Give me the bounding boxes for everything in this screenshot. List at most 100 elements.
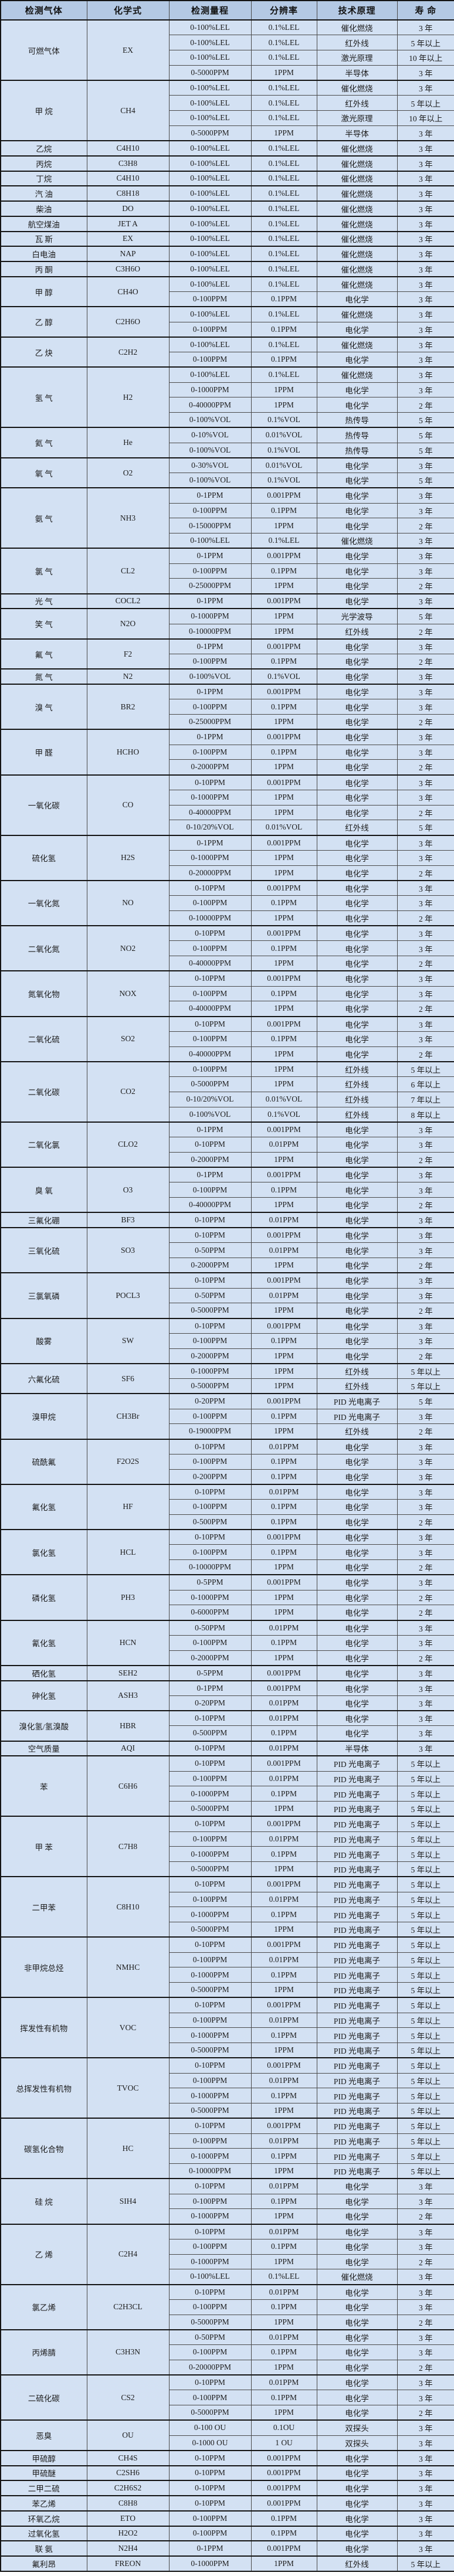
range-cell: 0-40000PPM	[168, 1001, 252, 1017]
range-cell: 0-1000PPM	[168, 1786, 252, 1802]
resolution-cell: 0.1%LEL	[250, 35, 317, 50]
range-cell: 0-5000PPM	[168, 2043, 252, 2058]
principle-cell: PID 光电离子	[316, 1876, 398, 1892]
formula-cell: HBR	[86, 1710, 170, 1741]
formula-cell: NMHC	[86, 1936, 170, 1998]
resolution-cell: 1PPM	[250, 804, 317, 821]
lifespan-cell: 3 年	[397, 593, 454, 609]
resolution-cell: 1PPM	[250, 2208, 317, 2224]
gas-name-cell: 氦 气	[0, 427, 87, 458]
lifespan-cell: 2 年	[397, 1650, 454, 1666]
range-cell: 0-5000PPM	[168, 1982, 252, 1998]
principle-cell: 红外线	[316, 1106, 398, 1123]
range-cell: 0-5000PPM	[168, 1861, 252, 1877]
table-row: 0-5000PPM 1PPM 电化学 2 年	[1, 2314, 454, 2330]
principle-cell: 双探头	[316, 2419, 398, 2436]
principle-cell: 电化学	[316, 2390, 398, 2405]
lifespan-cell: 3 年	[397, 1529, 454, 1545]
range-cell: 0-100PPM	[168, 1408, 252, 1425]
table-row: 0-40000PPM 1PPM 电化学 2 年	[1, 1001, 454, 1017]
gas-name-cell: 可燃气体	[0, 19, 87, 81]
table-row: 0-20000PPM 1PPM 电化学 2 年	[1, 865, 454, 881]
resolution-cell: 0.1PPM	[250, 563, 317, 579]
range-cell: 0-1000PPM	[168, 849, 252, 866]
range-cell: 0-100PPM	[168, 985, 252, 1002]
table-row: 0-100%LEL 0.1%LEL 红外线 5 年以上	[1, 35, 454, 50]
principle-cell: 电化学	[316, 321, 398, 338]
table-row: 甲硫醚 C2SH6 0-10PPM 0.001PPM 电化学 3 年	[0, 2465, 454, 2481]
range-cell: 0-1000PPM	[168, 2555, 252, 2572]
resolution-cell: 0.1PPM	[250, 2299, 317, 2315]
formula-cell: CO	[86, 774, 170, 835]
principle-cell: 电化学	[316, 1137, 398, 1153]
range-cell: 0-1000PPM	[168, 789, 252, 806]
principle-cell: 激光原理	[316, 110, 398, 126]
resolution-cell: 0.1PPM	[250, 291, 317, 307]
range-cell: 0-5000PPM	[168, 1378, 252, 1394]
range-cell: 0-50PPM	[168, 1287, 252, 1304]
range-cell: 0-10PPM	[168, 2465, 252, 2481]
lifespan-cell: 3 年	[397, 1167, 454, 1183]
lifespan-cell: 3 年	[397, 1499, 454, 1515]
formula-cell: C4H10	[86, 140, 170, 157]
resolution-cell: 0.01PPM	[250, 2012, 317, 2028]
table-row: 0-200PPM 0.1PPM 电化学 3 年	[1, 1469, 454, 1485]
resolution-cell: 0.01PPM	[250, 1710, 317, 1727]
range-cell: 0-10PPM	[168, 1438, 252, 1454]
lifespan-cell: 3 年	[397, 774, 454, 790]
table-row: 0-100%VOL 0.1%VOL 电化学 5 年	[1, 473, 454, 488]
lifespan-cell: 3 年	[397, 200, 454, 217]
gas-name-cell: 臭 氧	[0, 1166, 87, 1213]
principle-cell: 双探头	[316, 2435, 398, 2451]
formula-cell: C4H10	[86, 170, 170, 186]
range-cell: 0-100%LEL	[168, 155, 252, 171]
principle-cell: PID 光电离子	[316, 2012, 398, 2028]
resolution-cell: 0.001PPM	[250, 1574, 317, 1591]
resolution-cell: 0.1PPM	[250, 502, 317, 519]
table-row: 0-5000PPM 1PPM PID 光电离子 5 年以上	[1, 2043, 454, 2058]
range-cell: 0-19000PPM	[168, 1423, 252, 1439]
lifespan-cell: 5 年以上	[397, 2163, 454, 2179]
lifespan-cell: 2 年	[397, 759, 454, 775]
table-row: 0-5000PPM 1PPM 电化学 2 年	[1, 2405, 454, 2421]
range-cell: 0-1PPM	[168, 2540, 252, 2557]
range-cell: 0-100 OU	[168, 2419, 252, 2436]
resolution-cell: 0.1%LEL	[250, 2269, 317, 2285]
table-row: 溴化氢/氢溴酸 HBR 0-10PPM 0.01PPM 电化学 3 年	[0, 1710, 454, 1741]
gas-name-cell: 甲 烷	[0, 80, 87, 141]
principle-cell: 催化燃烧	[316, 215, 398, 232]
gas-name-cell: 乙 醇	[0, 306, 87, 338]
table-row: 柴油 DO 0-100%LEL 0.1%LEL 催化燃烧 3 年	[0, 200, 454, 217]
resolution-cell: 0.1PPM	[250, 1544, 317, 1560]
lifespan-cell: 3 年	[397, 1137, 454, 1153]
table-row: 0-19000PPM 1PPM 红外线 2 年	[1, 1423, 454, 1439]
lifespan-cell: 5 年以上	[397, 1362, 454, 1379]
resolution-cell: 1PPM	[250, 1076, 317, 1092]
table-row: 0-100PPM 0.01PPM PID 光电离子 5 年以上	[1, 2072, 454, 2089]
range-cell: 0-1000PPM	[168, 2208, 252, 2224]
range-cell: 0-100PPM	[168, 654, 252, 670]
range-cell: 0-100PPM	[168, 1831, 252, 1847]
principle-cell: 红外线	[316, 1378, 398, 1394]
resolution-cell: 0.001PPM	[250, 1227, 317, 1243]
lifespan-cell: 5 年以上	[397, 1061, 454, 1077]
table-row: 0-10000PPM 1PPM 红外线 2 年	[1, 623, 454, 640]
formula-cell: OU	[86, 2419, 170, 2451]
principle-cell: 电化学	[316, 789, 398, 806]
range-cell: 0-100%LEL	[168, 95, 252, 111]
table-row: 0-1000PPM 1PPM 电化学 2 年	[1, 2208, 454, 2224]
column-header-formula: 化学式	[86, 0, 170, 21]
principle-cell: 电化学	[316, 397, 398, 413]
lifespan-cell: 3 年	[397, 1574, 454, 1591]
gas-name-cell: 六氟化硫	[0, 1362, 87, 1394]
principle-cell: 电化学	[316, 940, 398, 956]
principle-cell: 电化学	[316, 1121, 398, 1137]
principle-cell: 电化学	[316, 1453, 398, 1470]
lifespan-cell: 5 年	[397, 473, 454, 488]
table-row: 空气质量 AQI 0-10PPM 0.01PPM 半导体 3 年	[0, 1740, 454, 1756]
table-row: 0-100PPM 0.01PPM PID 光电离子 5 年以上	[1, 2133, 454, 2149]
resolution-cell: 0.1PPM	[250, 2193, 317, 2210]
table-row: 0-5000PPM 1PPM 半导体 3 年	[1, 64, 454, 81]
principle-cell: 电化学	[316, 1438, 398, 1454]
range-cell: 0-10PPM	[168, 1816, 252, 1832]
